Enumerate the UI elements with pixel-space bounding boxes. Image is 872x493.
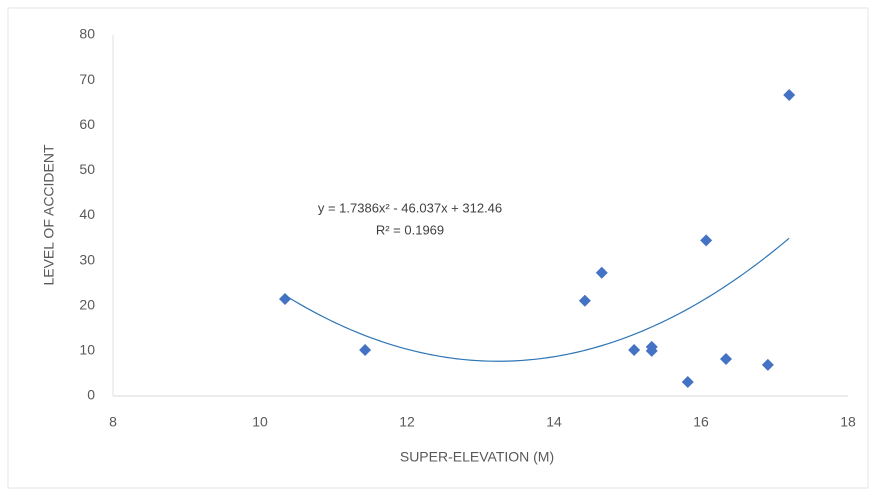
y-tick-label: 40 bbox=[79, 206, 95, 222]
trendline bbox=[284, 237, 790, 362]
y-tick-label: 30 bbox=[79, 251, 95, 267]
y-tick-label: 60 bbox=[79, 116, 95, 132]
trend-r-squared: R² = 0.1969 bbox=[376, 222, 444, 237]
point bbox=[578, 294, 591, 307]
point bbox=[645, 344, 658, 357]
y-tick-label: 70 bbox=[79, 71, 95, 87]
point bbox=[628, 343, 641, 356]
point bbox=[719, 352, 732, 365]
point bbox=[359, 343, 372, 356]
y-tick-label: 50 bbox=[79, 161, 95, 177]
x-tick-label: 12 bbox=[399, 414, 415, 430]
y-tick-label: 0 bbox=[87, 387, 95, 403]
point bbox=[783, 89, 796, 102]
y-axis-title: LEVEL OF ACCIDENT bbox=[41, 144, 57, 286]
x-tick-label: 16 bbox=[693, 414, 709, 430]
point bbox=[681, 376, 694, 389]
x-tick-label: 14 bbox=[546, 414, 562, 430]
point bbox=[595, 266, 608, 279]
trend-equation: y = 1.7386x² - 46.037x + 312.46 bbox=[318, 200, 502, 215]
y-tick-label: 10 bbox=[79, 342, 95, 358]
y-tick-label: 20 bbox=[79, 296, 95, 312]
point bbox=[700, 234, 713, 247]
y-tick-label: 80 bbox=[79, 26, 95, 42]
chart-border bbox=[7, 7, 869, 489]
x-axis-title: SUPER-ELEVATION (M) bbox=[400, 449, 554, 465]
x-tick-label: 8 bbox=[109, 414, 117, 430]
x-tick-label: 18 bbox=[840, 414, 856, 430]
point bbox=[278, 292, 291, 305]
point bbox=[761, 358, 774, 371]
x-tick-label: 10 bbox=[252, 414, 268, 430]
